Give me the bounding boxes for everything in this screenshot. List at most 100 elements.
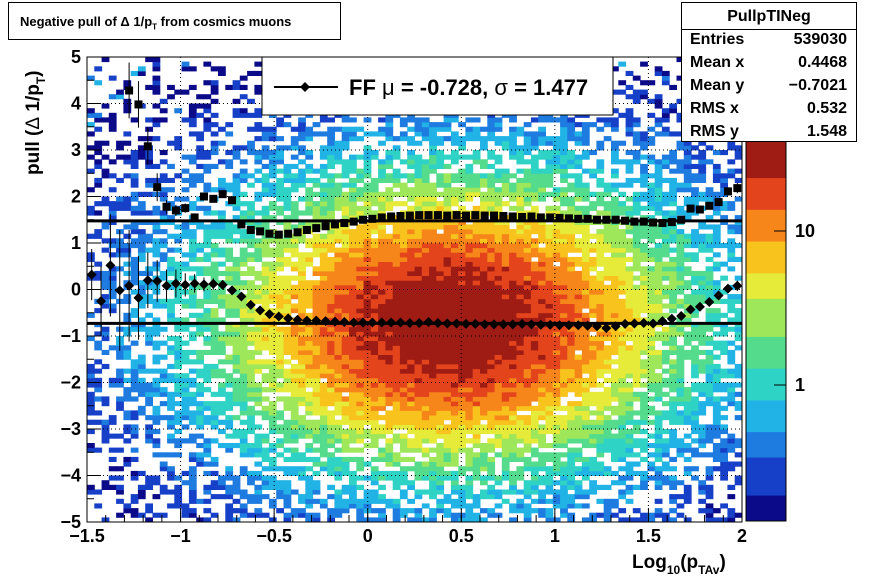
heatmap-cell xyxy=(152,136,161,142)
heatmap-cell xyxy=(232,270,241,276)
heatmap-cell xyxy=(370,336,379,342)
heatmap-cell xyxy=(159,191,168,197)
heatmap-cell xyxy=(239,382,248,388)
heatmap-cell xyxy=(574,456,583,462)
heatmap-cell xyxy=(327,336,335,342)
heatmap-cell xyxy=(574,373,583,379)
heatmap-cell xyxy=(159,489,168,495)
heatmap-cell xyxy=(261,294,270,300)
heatmap-cell xyxy=(538,280,546,286)
heatmap-cell xyxy=(268,359,277,365)
heatmap-cell xyxy=(552,224,561,230)
heatmap-cell xyxy=(218,224,226,230)
heatmap-cell xyxy=(516,475,525,481)
heatmap-cell xyxy=(552,480,561,486)
heatmap-cell xyxy=(167,201,175,207)
heatmap-cell xyxy=(363,433,372,439)
heatmap-cell xyxy=(589,326,597,332)
heatmap-cell xyxy=(123,326,132,332)
heatmap-cell xyxy=(589,391,597,397)
heatmap-cell xyxy=(188,494,197,500)
heatmap-cell xyxy=(596,145,605,151)
heatmap-cell xyxy=(370,308,379,314)
heatmap-cell xyxy=(523,359,532,365)
heatmap-cell xyxy=(305,410,314,416)
heatmap-cell xyxy=(283,191,292,197)
heatmap-cell xyxy=(159,326,168,332)
heatmap-cell xyxy=(298,494,306,500)
heatmap-cell xyxy=(443,396,452,402)
heatmap-cell xyxy=(305,280,314,286)
heatmap-cell xyxy=(618,266,627,272)
heatmap-cell xyxy=(356,387,365,393)
heatmap-cell xyxy=(574,256,583,262)
heatmap-cell xyxy=(421,354,430,360)
heatmap-cell xyxy=(611,512,619,518)
heatmap-cell xyxy=(421,205,430,211)
heatmap-cell xyxy=(509,452,517,458)
heatmap-cell xyxy=(385,187,394,193)
heatmap-cell xyxy=(516,359,525,365)
heatmap-cell xyxy=(567,284,576,290)
heatmap-cell xyxy=(487,359,496,365)
heatmap-cell xyxy=(436,294,445,300)
heatmap-cell xyxy=(450,363,459,370)
heatmap-cell xyxy=(312,517,321,522)
heatmap-cell xyxy=(421,270,430,276)
heatmap-cell xyxy=(618,247,627,253)
heatmap-cell xyxy=(530,131,539,137)
heatmap-cell xyxy=(312,456,321,462)
heatmap-cell xyxy=(232,303,241,309)
heatmap-cell xyxy=(305,349,314,355)
heatmap-cell xyxy=(618,182,627,188)
heatmap-cell xyxy=(545,456,554,462)
heatmap-cell xyxy=(509,289,517,295)
heatmap-cell xyxy=(480,173,488,179)
heatmap-cell xyxy=(516,363,525,370)
heatmap-cell xyxy=(392,415,401,421)
heatmap-cell xyxy=(94,210,103,216)
heatmap-cell xyxy=(538,326,546,332)
heatmap-cell xyxy=(334,340,343,346)
heatmap-cell xyxy=(181,354,190,360)
heatmap-cell xyxy=(538,266,546,272)
heatmap-cell xyxy=(530,484,539,490)
heatmap-cell xyxy=(392,512,401,518)
heatmap-cell xyxy=(319,182,328,188)
heatmap-cell xyxy=(538,512,546,518)
heatmap-cell xyxy=(123,456,132,462)
heatmap-cell xyxy=(385,126,394,132)
heatmap-cell xyxy=(567,336,576,342)
heatmap-cell xyxy=(363,238,372,244)
heatmap-cell xyxy=(232,345,241,351)
heatmap-cell xyxy=(276,136,284,142)
heatmap-cell xyxy=(552,331,561,337)
heatmap-cell xyxy=(268,275,277,281)
heatmap-cell xyxy=(283,215,292,221)
heatmap-cell xyxy=(501,391,510,397)
heatmap-cell xyxy=(349,349,357,355)
heatmap-cell xyxy=(167,256,175,262)
heatmap-cell xyxy=(370,443,379,449)
heatmap-cell xyxy=(480,247,488,253)
heatmap-cell xyxy=(552,168,561,174)
heatmap-cell xyxy=(319,429,328,435)
heatmap-cell xyxy=(625,382,634,388)
heatmap-cell xyxy=(465,377,474,383)
heatmap-cell xyxy=(450,480,459,486)
heatmap-cell xyxy=(181,326,190,332)
heatmap-cell xyxy=(385,415,394,421)
heatmap-cell xyxy=(174,401,183,407)
heatmap-cell xyxy=(523,252,532,258)
heatmap-cell xyxy=(319,187,328,193)
heatmap-cell xyxy=(436,266,445,272)
heatmap-cell xyxy=(443,154,452,160)
heatmap-cell xyxy=(611,247,619,253)
heatmap-cell xyxy=(407,154,415,160)
heatmap-cell xyxy=(349,182,357,188)
heatmap-cell xyxy=(239,308,248,314)
heatmap-cell xyxy=(545,233,554,239)
heatmap-cell xyxy=(254,470,263,476)
heatmap-cell xyxy=(414,387,423,393)
heatmap-cell xyxy=(465,396,474,402)
